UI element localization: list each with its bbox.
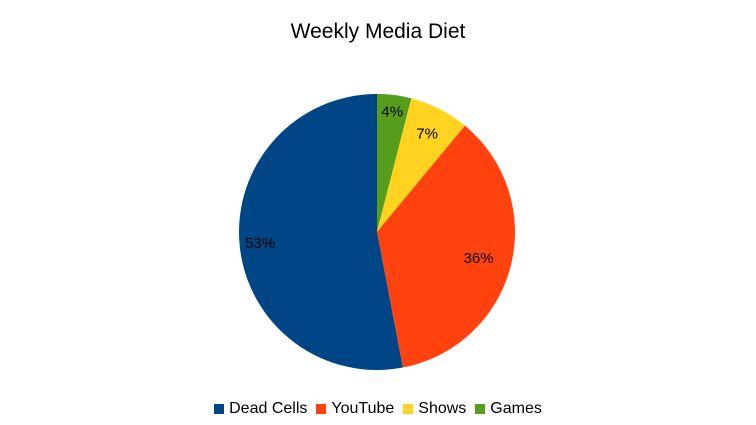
legend-swatch [475, 404, 486, 414]
legend-label: Games [490, 400, 542, 417]
pie-slice-games [377, 94, 412, 232]
slice-label-dead-cells: 53% [245, 235, 275, 252]
legend-item-youtube: YouTube [316, 400, 394, 418]
slice-label-games: 4% [381, 104, 403, 121]
legend-swatch [316, 404, 327, 414]
slice-label-youtube: 36% [464, 250, 494, 267]
legend-item-games: Games [475, 400, 542, 418]
legend-label: Dead Cells [229, 400, 308, 417]
pie-slice-shows [377, 98, 465, 232]
pie-slice-dead-cells [238, 94, 403, 370]
legend-label: YouTube [331, 400, 395, 417]
legend: Dead Cells YouTube Shows Games [0, 400, 756, 418]
legend-item-dead-cells: Dead Cells [214, 400, 307, 418]
legend-swatch [214, 404, 225, 414]
legend-swatch [403, 404, 414, 414]
legend-label: Shows [418, 400, 467, 417]
chart-title: Weekly Media Diet [290, 20, 466, 43]
pie-slice-youtube [377, 125, 515, 368]
slice-label-shows: 7% [416, 126, 438, 143]
legend-item-shows: Shows [403, 400, 466, 418]
